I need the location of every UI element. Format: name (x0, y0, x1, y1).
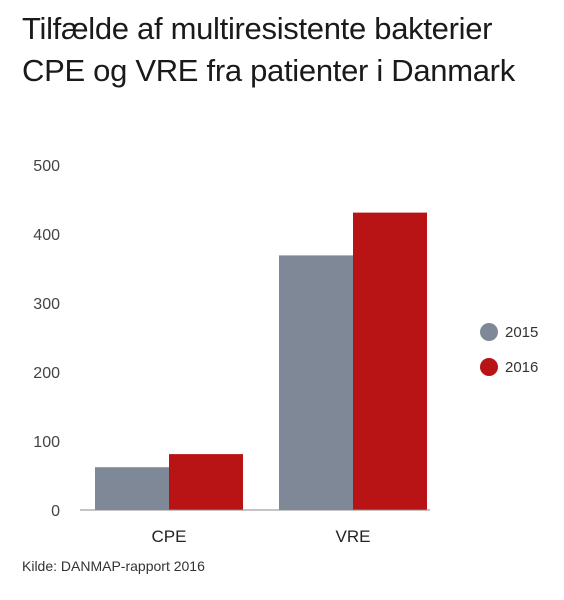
bar-vre-2015 (279, 255, 353, 510)
x-axis: CPE VRE (152, 527, 371, 546)
y-tick-label-500: 500 (33, 158, 60, 175)
y-tick-label-300: 300 (33, 296, 60, 313)
chart-title: Tilfælde af multiresistente bakterier CP… (22, 8, 552, 92)
x-tick-label-cpe: CPE (152, 527, 187, 546)
bars (95, 212, 427, 511)
bar-cpe-2016 (169, 454, 243, 510)
y-tick-label-100: 100 (33, 434, 60, 451)
legend: 2015 2016 (480, 323, 538, 376)
y-tick-label-0: 0 (51, 503, 60, 520)
chart-title-line-2: CPE og VRE fra patienter i Danmark (22, 53, 515, 88)
x-tick-label-vre: VRE (336, 527, 371, 546)
legend-marker-2016 (480, 358, 498, 376)
y-tick-label-400: 400 (33, 227, 60, 244)
y-axis: 0 100 200 300 400 500 (33, 158, 60, 520)
source-note: Kilde: DANMAP-rapport 2016 (22, 558, 205, 574)
bar-cpe-2015 (95, 467, 169, 510)
bar-vre-2016 (353, 212, 427, 511)
legend-label-2015: 2015 (505, 324, 538, 341)
y-tick-label-200: 200 (33, 365, 60, 382)
legend-label-2016: 2016 (505, 359, 538, 376)
legend-marker-2015 (480, 323, 498, 341)
chart-title-line-1: Tilfælde af multiresistente bakterier (22, 11, 493, 46)
